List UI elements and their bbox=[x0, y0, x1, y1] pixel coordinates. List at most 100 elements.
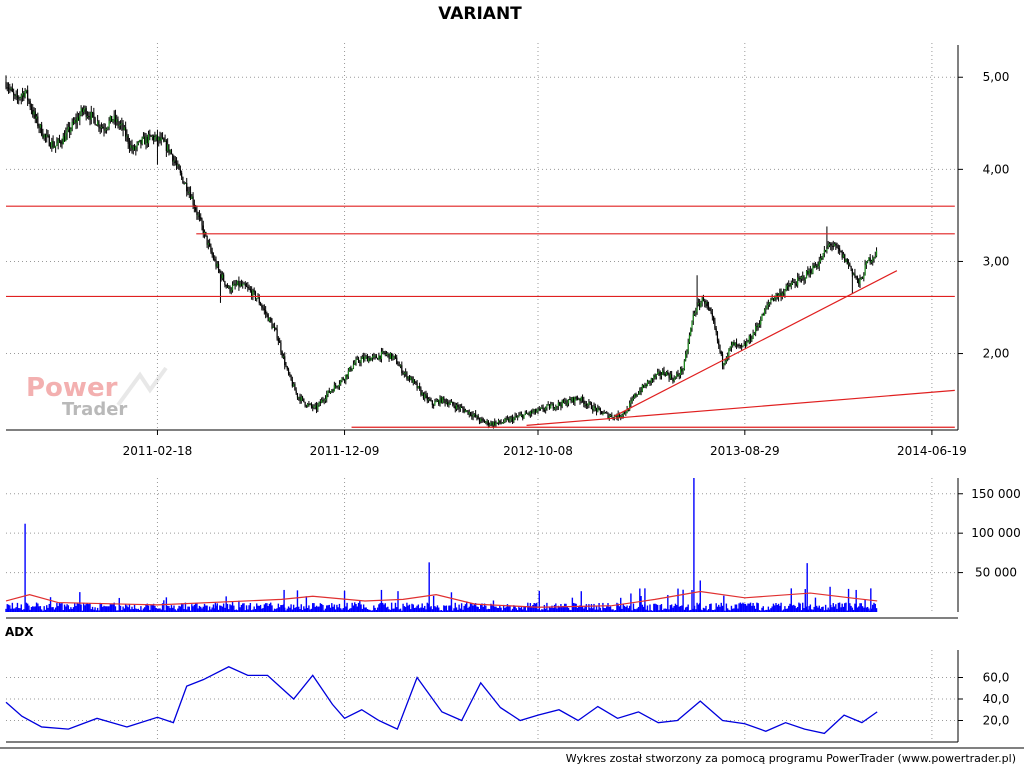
candle-body bbox=[769, 302, 771, 304]
candle-body bbox=[497, 420, 500, 423]
candle-body bbox=[125, 127, 127, 137]
candle-body bbox=[587, 404, 589, 406]
candle-body bbox=[182, 176, 184, 184]
candle-body bbox=[683, 360, 685, 369]
candle-body bbox=[415, 381, 417, 384]
price-y-tick-label: 4,00 bbox=[983, 162, 1010, 176]
candle-body bbox=[636, 394, 638, 396]
candle-body bbox=[294, 384, 296, 391]
candle-body bbox=[328, 390, 330, 393]
candle-body bbox=[496, 422, 498, 424]
candle-body bbox=[28, 99, 30, 102]
candle-body bbox=[369, 358, 371, 361]
candle-body bbox=[562, 400, 565, 403]
candle-body bbox=[805, 271, 808, 279]
candle-body bbox=[42, 135, 44, 138]
candle-body bbox=[380, 351, 383, 359]
candle-body bbox=[65, 133, 67, 142]
candle-body bbox=[198, 214, 201, 218]
candle-body bbox=[811, 273, 813, 275]
candle-body bbox=[407, 376, 409, 379]
candle-body bbox=[765, 308, 767, 310]
candle-body bbox=[564, 400, 566, 403]
candle-body bbox=[794, 282, 796, 285]
candle-body bbox=[103, 128, 105, 131]
candle-body bbox=[674, 377, 677, 379]
candle-body bbox=[147, 134, 150, 144]
candle-body bbox=[453, 404, 455, 407]
candle-body bbox=[864, 264, 866, 276]
candle-body bbox=[261, 305, 263, 308]
candle-body bbox=[163, 138, 165, 142]
candle-body bbox=[444, 399, 446, 404]
candle-body bbox=[800, 277, 803, 279]
candle-body bbox=[187, 191, 189, 194]
candle-body bbox=[312, 406, 314, 408]
candle-body bbox=[685, 354, 687, 361]
candle-body bbox=[181, 172, 183, 177]
candle-body bbox=[271, 321, 273, 328]
candle-body bbox=[705, 302, 707, 304]
candle-body bbox=[783, 293, 785, 295]
candle-body bbox=[682, 368, 684, 372]
candle-body bbox=[383, 351, 385, 354]
candle-body bbox=[412, 379, 414, 383]
candle-body bbox=[494, 421, 496, 426]
candle-body bbox=[439, 397, 441, 405]
candle-body bbox=[252, 290, 254, 297]
candle-body bbox=[263, 308, 265, 311]
candle-body bbox=[282, 356, 285, 358]
candle-body bbox=[875, 250, 878, 257]
candle-body bbox=[735, 342, 738, 345]
candle-body bbox=[841, 251, 843, 258]
candle-body bbox=[646, 381, 649, 387]
candle-body bbox=[81, 108, 83, 112]
candle-body bbox=[370, 357, 372, 361]
candle-body bbox=[72, 122, 75, 124]
candle-body bbox=[333, 385, 335, 392]
candle-body bbox=[576, 398, 579, 400]
candle-body bbox=[33, 111, 35, 115]
candle-body bbox=[531, 411, 533, 414]
candle-body bbox=[164, 140, 166, 142]
candle-body bbox=[384, 353, 386, 355]
candle-body bbox=[317, 404, 319, 410]
candle-body bbox=[39, 124, 41, 128]
candle-body bbox=[127, 135, 129, 144]
candle-body bbox=[303, 398, 305, 402]
candle-body bbox=[200, 217, 202, 220]
candle-body bbox=[388, 353, 390, 360]
candle-body bbox=[272, 326, 274, 328]
candle-body bbox=[295, 390, 297, 394]
candle-body bbox=[580, 396, 582, 401]
candle-body bbox=[758, 324, 761, 326]
candle-body bbox=[552, 403, 554, 409]
candle-body bbox=[394, 355, 397, 358]
candle-body bbox=[343, 379, 346, 381]
candle-body bbox=[161, 137, 164, 139]
price-y-tick-label: 5,00 bbox=[983, 70, 1010, 84]
candle-body bbox=[655, 374, 657, 377]
candle-body bbox=[556, 406, 558, 408]
candle-body bbox=[548, 404, 551, 409]
candle-body bbox=[657, 372, 659, 375]
candle-body bbox=[377, 358, 379, 360]
candle-body bbox=[443, 397, 445, 400]
candle-body bbox=[429, 399, 431, 401]
candle-body bbox=[122, 123, 124, 130]
candle-body bbox=[373, 355, 375, 357]
volume-y-tick-label: 150 000 bbox=[971, 487, 1021, 501]
candle-body bbox=[569, 399, 571, 401]
candle-body bbox=[290, 374, 292, 381]
candle-body bbox=[244, 283, 246, 286]
candle-body bbox=[793, 282, 795, 284]
candle-body bbox=[29, 101, 31, 108]
candle-body bbox=[584, 403, 586, 405]
candle-body bbox=[238, 280, 240, 287]
candle-body bbox=[589, 402, 591, 404]
candle-body bbox=[786, 285, 789, 287]
candle-body bbox=[108, 120, 110, 128]
candle-body bbox=[583, 400, 585, 405]
candle-body bbox=[144, 136, 146, 145]
